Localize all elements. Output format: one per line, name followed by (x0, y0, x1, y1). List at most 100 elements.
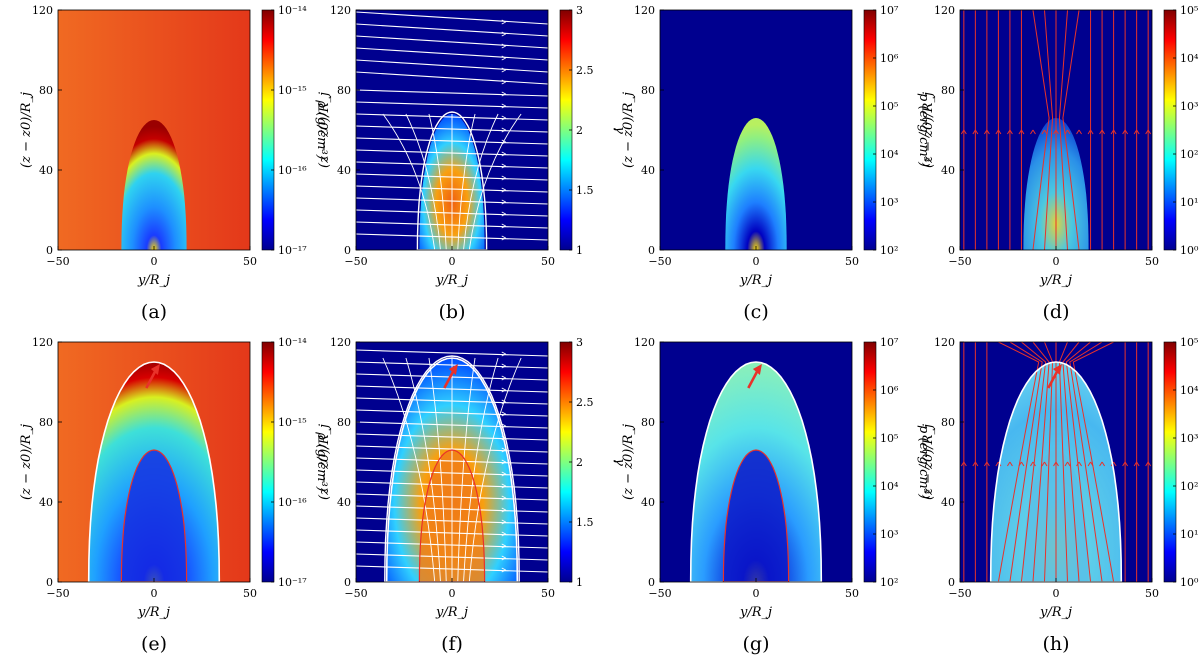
colorbar-tick-label: 10² (1180, 480, 1198, 493)
x-tick-label: 0 (1053, 587, 1060, 600)
colorbar-tick-label: 2 (576, 456, 583, 469)
inner-contour (120, 449, 188, 582)
x-axis-label: y/R_j (739, 273, 772, 288)
colorbar-label: p (erg/cm³) (916, 93, 931, 167)
streamline-arrow (501, 447, 506, 453)
field-line (1058, 10, 1069, 250)
inner-plume (121, 450, 187, 582)
streamline-arrow (501, 567, 506, 573)
field-line-arrow (1030, 129, 1036, 135)
colorbar-tick-label: 10⁷ (880, 336, 899, 349)
outer-contour (385, 357, 519, 582)
colorbar-tick-label: 1 (576, 244, 583, 257)
colorbar (863, 341, 877, 583)
colorbar-tick-label: 10⁴ (880, 480, 899, 493)
colorbar (1163, 341, 1177, 583)
field-line-arrow (1006, 461, 1013, 467)
colorbar-tick-label: 10³ (1180, 432, 1198, 445)
x-tick-label: −50 (948, 255, 971, 268)
field-line-arrow (972, 461, 979, 467)
outer-contour (87, 361, 221, 582)
arrow-head (1052, 364, 1062, 375)
y-tick-label: 40 (39, 496, 53, 509)
field-line-arrow (1087, 129, 1094, 135)
y-axis-label: (z − z0)/R_j (921, 424, 936, 500)
streamline-arrow (501, 43, 506, 49)
shock-direction-arrow (747, 369, 760, 389)
x-tick-label: −50 (344, 587, 367, 600)
x-tick-label: −50 (948, 587, 971, 600)
streamline-arrow (501, 223, 506, 229)
streamline-arrow (501, 79, 506, 85)
x-axis-label: y/R_j (435, 605, 468, 620)
colorbar (863, 9, 877, 251)
y-axis-label: (z − z0)/R_j (621, 92, 636, 168)
field-line (1072, 342, 1115, 582)
field-line (1009, 342, 1043, 582)
panel-caption: (h) (1042, 633, 1069, 655)
x-axis-label: y/R_j (1039, 273, 1072, 288)
field-line-arrow (1053, 129, 1059, 135)
plot-area (356, 10, 548, 250)
streamline (405, 113, 441, 250)
field-line-arrow (983, 461, 990, 467)
colorbar-tick-label: 10⁵ (880, 432, 898, 445)
field-line-arrow (1076, 129, 1082, 135)
streamline-arrow (501, 363, 506, 369)
colorbar-tick-label: 10⁵ (1180, 336, 1198, 349)
field-line-arrow (1110, 129, 1117, 135)
y-axis-label: (z − z0)/R_j (19, 424, 34, 500)
colorbar-tick-label: 10² (880, 244, 898, 257)
y-tick-label: 120 (330, 336, 351, 349)
x-axis-label: y/R_j (1039, 605, 1072, 620)
arrow-head (150, 364, 160, 375)
x-tick-label: 50 (541, 255, 555, 268)
streamline-arrow (501, 387, 506, 393)
outer-contour (989, 361, 1123, 582)
x-tick-label: 50 (845, 255, 859, 268)
y-tick-label: 80 (337, 416, 351, 429)
colorbar-tick-label: 10¹ (1180, 196, 1198, 209)
colorbar-tick-label: 2.5 (576, 396, 594, 409)
streamline-arrow (501, 199, 506, 205)
y-tick-label: 120 (634, 336, 655, 349)
x-tick-label: 0 (1053, 255, 1060, 268)
y-tick-label: 120 (634, 4, 655, 17)
streamline-arrow (501, 175, 506, 181)
streamline-arrow (501, 115, 506, 121)
field-line (1062, 342, 1080, 582)
field-line (1065, 342, 1092, 582)
y-tick-label: 80 (337, 84, 351, 97)
field-line-arrow (1122, 461, 1129, 467)
y-tick-label: 40 (337, 496, 351, 509)
streamline-arrow (501, 459, 506, 465)
streamline-arrow (501, 91, 506, 97)
field-line-arrow (1099, 129, 1106, 135)
streamline (428, 113, 447, 250)
y-tick-label: 40 (941, 496, 955, 509)
y-tick-label: 0 (948, 244, 955, 257)
panel-caption: (e) (141, 633, 167, 655)
streamline (356, 89, 548, 97)
streamline-arrow (501, 163, 506, 169)
x-tick-label: 0 (753, 255, 760, 268)
colorbar-tick-label: 10⁻¹⁷ (278, 244, 307, 257)
x-tick-label: −50 (648, 255, 671, 268)
streamline (457, 113, 476, 250)
field-line-arrow (995, 129, 1002, 135)
streamline (356, 23, 548, 37)
plot-area (58, 10, 250, 250)
streamline (356, 59, 548, 73)
field-lines (960, 342, 1152, 582)
plume-boundary (416, 111, 488, 250)
streamline-arrow (501, 507, 506, 513)
colorbar-tick-label: 2 (576, 124, 583, 137)
colorbar-tick-label: 10⁴ (1180, 384, 1199, 397)
y-tick-label: 0 (46, 244, 53, 257)
colorbar-tick-label: 10⁴ (880, 148, 899, 161)
